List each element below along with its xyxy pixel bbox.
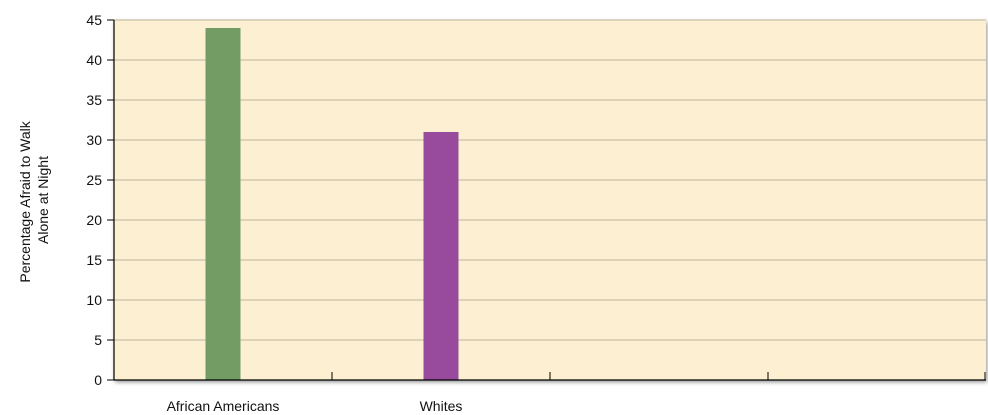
y-tick-label: 10 <box>86 292 102 308</box>
y-axis-label-line-2: Alone at Night <box>35 156 51 244</box>
y-axis-label: Percentage Afraid to Walk Alone at Night <box>17 117 51 282</box>
y-tick-label: 5 <box>94 332 102 348</box>
bar-whites <box>423 132 459 380</box>
category-label: African Americans <box>167 398 280 414</box>
y-tick-label: 30 <box>86 132 102 148</box>
y-tick-label: 0 <box>94 372 102 388</box>
y-tick-label: 35 <box>86 92 102 108</box>
gridlines <box>114 19 986 341</box>
x-axis-ticks <box>331 372 986 380</box>
y-axis-label-line-1: Percentage Afraid to Walk <box>17 120 33 282</box>
bars <box>205 28 459 380</box>
y-tick-label: 20 <box>86 212 102 228</box>
category-labels: African Americans Whites <box>167 398 463 414</box>
bar-african-americans <box>205 28 241 380</box>
y-tick-label: 15 <box>86 252 102 268</box>
y-tick-label: 40 <box>86 52 102 68</box>
plot-area <box>114 20 986 380</box>
y-tick-label: 45 <box>86 12 102 28</box>
y-axis-ticks: 0 5 10 15 20 25 30 35 40 45 <box>86 12 114 388</box>
category-label: Whites <box>420 398 463 414</box>
y-tick-label: 25 <box>86 172 102 188</box>
